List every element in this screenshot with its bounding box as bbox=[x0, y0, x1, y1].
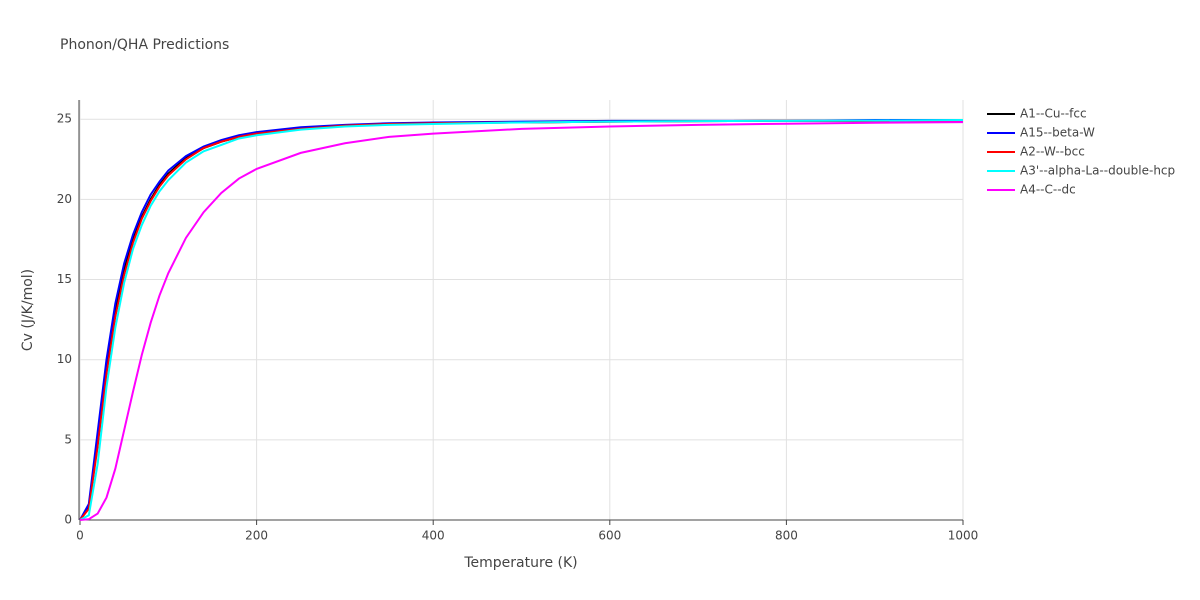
x-tick-label: 200 bbox=[245, 529, 268, 543]
series-line bbox=[79, 121, 964, 521]
x-tick-label: 0 bbox=[76, 529, 84, 543]
y-axis-title: Cv (J/K/mol) bbox=[20, 269, 36, 351]
y-tick-label: 15 bbox=[57, 272, 72, 286]
y-tick-label: 10 bbox=[57, 352, 72, 366]
x-tick-label: 400 bbox=[422, 529, 445, 543]
y-tick-label: 0 bbox=[64, 513, 72, 527]
series-line bbox=[79, 119, 963, 521]
series-line bbox=[79, 119, 963, 521]
x-tick-label: 1000 bbox=[948, 529, 979, 543]
y-tick-label: 5 bbox=[64, 432, 72, 446]
y-tick-label: 25 bbox=[57, 112, 72, 126]
legend-label: A15--beta-W bbox=[1020, 126, 1095, 140]
x-axis-title: Temperature (K) bbox=[463, 555, 577, 571]
legend-label: A2--W--bcc bbox=[1020, 145, 1085, 159]
series-line bbox=[79, 119, 964, 521]
legend-label: A1--Cu--fcc bbox=[1020, 107, 1087, 121]
legend-label: A3'--alpha-La--double-hcp bbox=[1020, 164, 1175, 178]
series-line bbox=[79, 119, 963, 521]
y-tick-label: 20 bbox=[57, 192, 72, 206]
x-tick-label: 600 bbox=[598, 529, 621, 543]
chart-title: Phonon/QHA Predictions bbox=[60, 37, 229, 53]
x-tick-label: 800 bbox=[775, 529, 798, 543]
legend-label: A4--C--dc bbox=[1020, 183, 1076, 197]
